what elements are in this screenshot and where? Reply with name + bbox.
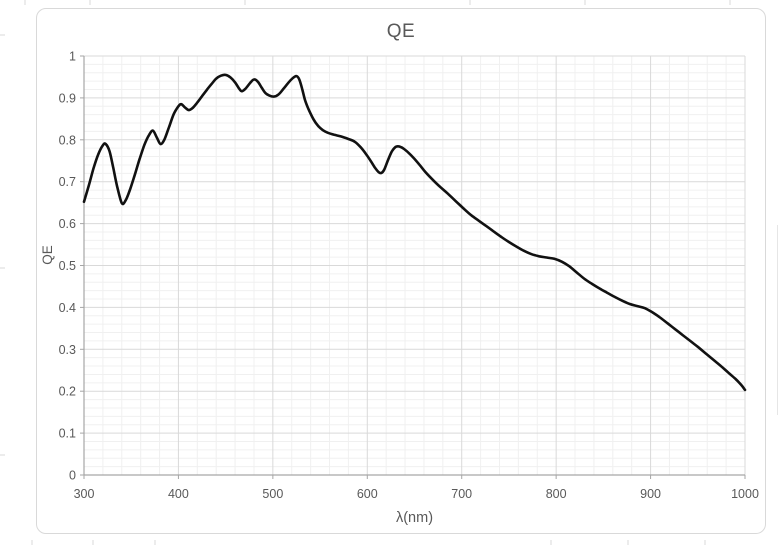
y-tick-label: 0.1 xyxy=(59,427,76,441)
x-tick-label: 600 xyxy=(357,487,378,501)
x-tick-label: 500 xyxy=(262,487,283,501)
y-tick-label: 0.2 xyxy=(59,385,76,399)
qe-series-curve[interactable] xyxy=(82,73,747,392)
y-tick-label: 0.5 xyxy=(59,259,76,273)
y-tick-label: 0 xyxy=(69,469,76,483)
x-tick-label: 900 xyxy=(640,487,661,501)
y-axis-title: QE xyxy=(39,245,55,265)
x-tick-label: 400 xyxy=(168,487,189,501)
x-tick-label: 800 xyxy=(546,487,567,501)
x-tick-label: 700 xyxy=(451,487,472,501)
y-tick-label: 0.4 xyxy=(59,301,76,315)
y-tick-label: 0.7 xyxy=(59,175,76,189)
x-tick-label: 300 xyxy=(74,487,95,501)
qe-chart-panel[interactable] xyxy=(36,8,766,534)
y-tick-label: 1 xyxy=(69,50,76,64)
y-tick-label: 0.3 xyxy=(59,343,76,357)
chart-title: QE xyxy=(386,21,416,42)
x-axis-title: λ(nm) xyxy=(395,510,434,526)
y-tick-label: 0.9 xyxy=(59,91,76,105)
y-tick-label: 0.8 xyxy=(59,133,76,147)
y-tick-label: 0.6 xyxy=(59,217,76,231)
x-tick-label: 1000 xyxy=(731,487,759,501)
